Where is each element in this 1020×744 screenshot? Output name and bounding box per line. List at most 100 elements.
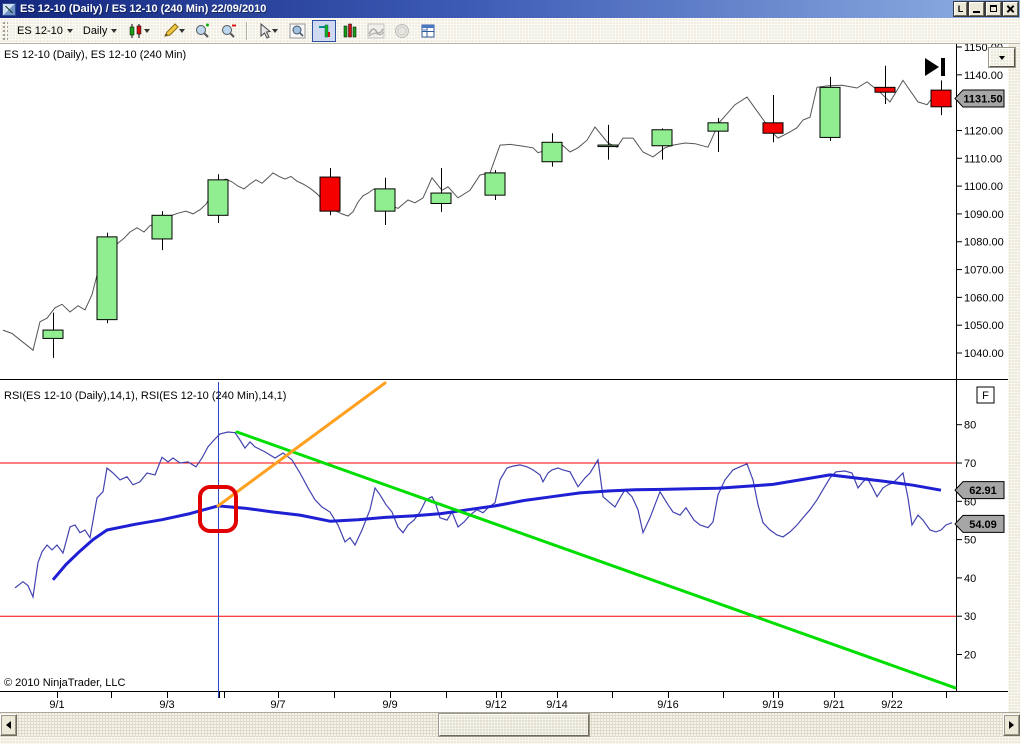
candlestick bbox=[707, 122, 729, 132]
properties-button[interactable] bbox=[416, 20, 440, 42]
go-to-end-icon[interactable] bbox=[941, 58, 945, 76]
green-down-trendline[interactable] bbox=[235, 430, 957, 690]
price-axis-dropdown-button[interactable] bbox=[989, 48, 1015, 67]
rsi-240min-value-tag-label: 54.09 bbox=[969, 519, 997, 531]
price-tick-label: 1120.00 bbox=[964, 125, 1003, 137]
scroll-right-button[interactable] bbox=[1003, 714, 1020, 736]
maximize-button[interactable] bbox=[986, 2, 1001, 16]
horizontal-scrollbar[interactable] bbox=[0, 712, 1020, 737]
panel-bars-icon bbox=[319, 24, 331, 37]
date-tick-label: 9/22 bbox=[881, 699, 902, 711]
instrument-label: ES 12-10 bbox=[17, 24, 63, 37]
ohlc-bars-icon bbox=[344, 23, 357, 37]
rsi-daily-value-tag-label: 62.91 bbox=[969, 485, 997, 497]
chevron-down-icon bbox=[144, 28, 151, 33]
rsi-tick-label: 80 bbox=[964, 420, 976, 432]
price-tick-label: 1050.00 bbox=[964, 320, 1004, 332]
close-button[interactable] bbox=[1003, 2, 1018, 16]
candlestick bbox=[541, 141, 563, 163]
toolbar: ES 12-10 Daily bbox=[0, 18, 1020, 44]
toolbar-grip[interactable] bbox=[3, 21, 8, 40]
chevron-down-icon bbox=[272, 28, 279, 33]
panel-badge-box[interactable] bbox=[976, 386, 995, 404]
price-tick-label: 1040.00 bbox=[964, 348, 1004, 360]
zoom-out-icon bbox=[222, 24, 237, 38]
zoom-in-icon bbox=[196, 23, 210, 38]
price-tick-label: 1100.00 bbox=[964, 181, 1003, 193]
candlestick bbox=[874, 86, 896, 93]
scroll-left-button[interactable] bbox=[0, 714, 17, 736]
rsi-tick-label: 30 bbox=[964, 611, 976, 623]
rsi-tick-label: 50 bbox=[964, 535, 976, 547]
zoom-window-button[interactable] bbox=[286, 20, 310, 42]
rsi-tick-label: 60 bbox=[964, 496, 976, 508]
rsi-daily-value-tag bbox=[954, 481, 1005, 500]
drawing-tools-button[interactable] bbox=[157, 20, 189, 42]
pencil-icon bbox=[163, 22, 179, 37]
price-tick-label: 1060.00 bbox=[964, 292, 1004, 304]
candlestick bbox=[930, 89, 952, 108]
date-tick-label: 9/9 bbox=[382, 699, 397, 711]
properties-grid-icon bbox=[421, 24, 435, 37]
title-bar[interactable]: ES 12-10 (Daily) / ES 12-10 (240 Min) 22… bbox=[0, 0, 1020, 18]
candlestick bbox=[819, 86, 841, 138]
coin-icon bbox=[395, 23, 410, 38]
instrument-selector[interactable]: ES 12-10 bbox=[12, 23, 78, 39]
orange-up-trendline[interactable] bbox=[216, 381, 387, 508]
price-tick-label: 1080.00 bbox=[964, 237, 1004, 249]
red-annotation-box[interactable] bbox=[198, 485, 238, 533]
date-tick-label: 9/3 bbox=[159, 699, 174, 711]
indicator-curves-icon bbox=[367, 23, 385, 38]
date-tick-label: 9/16 bbox=[657, 699, 678, 711]
candlestick bbox=[651, 129, 673, 147]
bar-type-button[interactable] bbox=[338, 20, 362, 42]
cursor-arrow-icon bbox=[260, 22, 272, 39]
scrollbar-thumb[interactable] bbox=[439, 714, 589, 736]
magnifier-icon bbox=[289, 23, 306, 38]
chevron-down-icon bbox=[66, 28, 73, 33]
candlestick bbox=[484, 172, 506, 196]
rsi-tick-label: 40 bbox=[964, 573, 976, 585]
currency-button[interactable] bbox=[390, 20, 414, 42]
price-tick-label: 1070.00 bbox=[964, 265, 1004, 277]
date-tick-label: 9/1 bbox=[49, 699, 64, 711]
rsi-line-daily bbox=[51, 473, 942, 581]
price-tick-label: 1110.00 bbox=[964, 153, 1002, 165]
date-tick-label: 9/19 bbox=[762, 699, 783, 711]
chart-panel-button[interactable] bbox=[312, 19, 337, 42]
link-window-button[interactable]: L bbox=[954, 2, 967, 16]
triangle-left-icon bbox=[6, 721, 11, 729]
chart-background[interactable] bbox=[0, 44, 1008, 712]
candlestick bbox=[42, 329, 64, 339]
triangle-right-icon bbox=[1009, 721, 1014, 729]
price-tick-label: 1140.00 bbox=[964, 70, 1003, 82]
chevron-down-icon bbox=[111, 28, 118, 33]
zoom-out-button[interactable] bbox=[217, 20, 241, 42]
period-selector[interactable]: Daily bbox=[78, 23, 122, 39]
candlestick bbox=[319, 176, 341, 212]
cursor-button[interactable] bbox=[252, 20, 284, 42]
copyright-text: © 2010 NinjaTrader, LLC bbox=[4, 677, 125, 689]
go-to-end-icon[interactable] bbox=[925, 58, 939, 76]
chart-style-button[interactable] bbox=[123, 20, 155, 42]
window-title: ES 12-10 (Daily) / ES 12-10 (240 Min) 22… bbox=[20, 3, 267, 15]
zoom-in-button[interactable] bbox=[191, 20, 215, 42]
date-tick-label: 9/7 bbox=[270, 699, 285, 711]
candlestick bbox=[597, 144, 619, 148]
date-tick-label: 9/14 bbox=[546, 699, 567, 711]
period-label: Daily bbox=[82, 24, 108, 37]
candlestick-icon bbox=[130, 23, 142, 38]
candlestick bbox=[151, 214, 173, 240]
candlestick bbox=[96, 236, 118, 321]
price-tick-label: 1090.00 bbox=[964, 209, 1004, 221]
candlestick bbox=[430, 192, 452, 204]
toolbar-separator bbox=[246, 21, 248, 40]
minimize-button[interactable] bbox=[969, 2, 984, 16]
last-price-tag-label: 1131.50 bbox=[963, 93, 1002, 105]
indicators-button[interactable] bbox=[364, 20, 388, 42]
chevron-down-icon bbox=[999, 55, 1005, 60]
rsi-tick-label: 70 bbox=[964, 458, 976, 470]
last-price-tag bbox=[954, 89, 1005, 108]
